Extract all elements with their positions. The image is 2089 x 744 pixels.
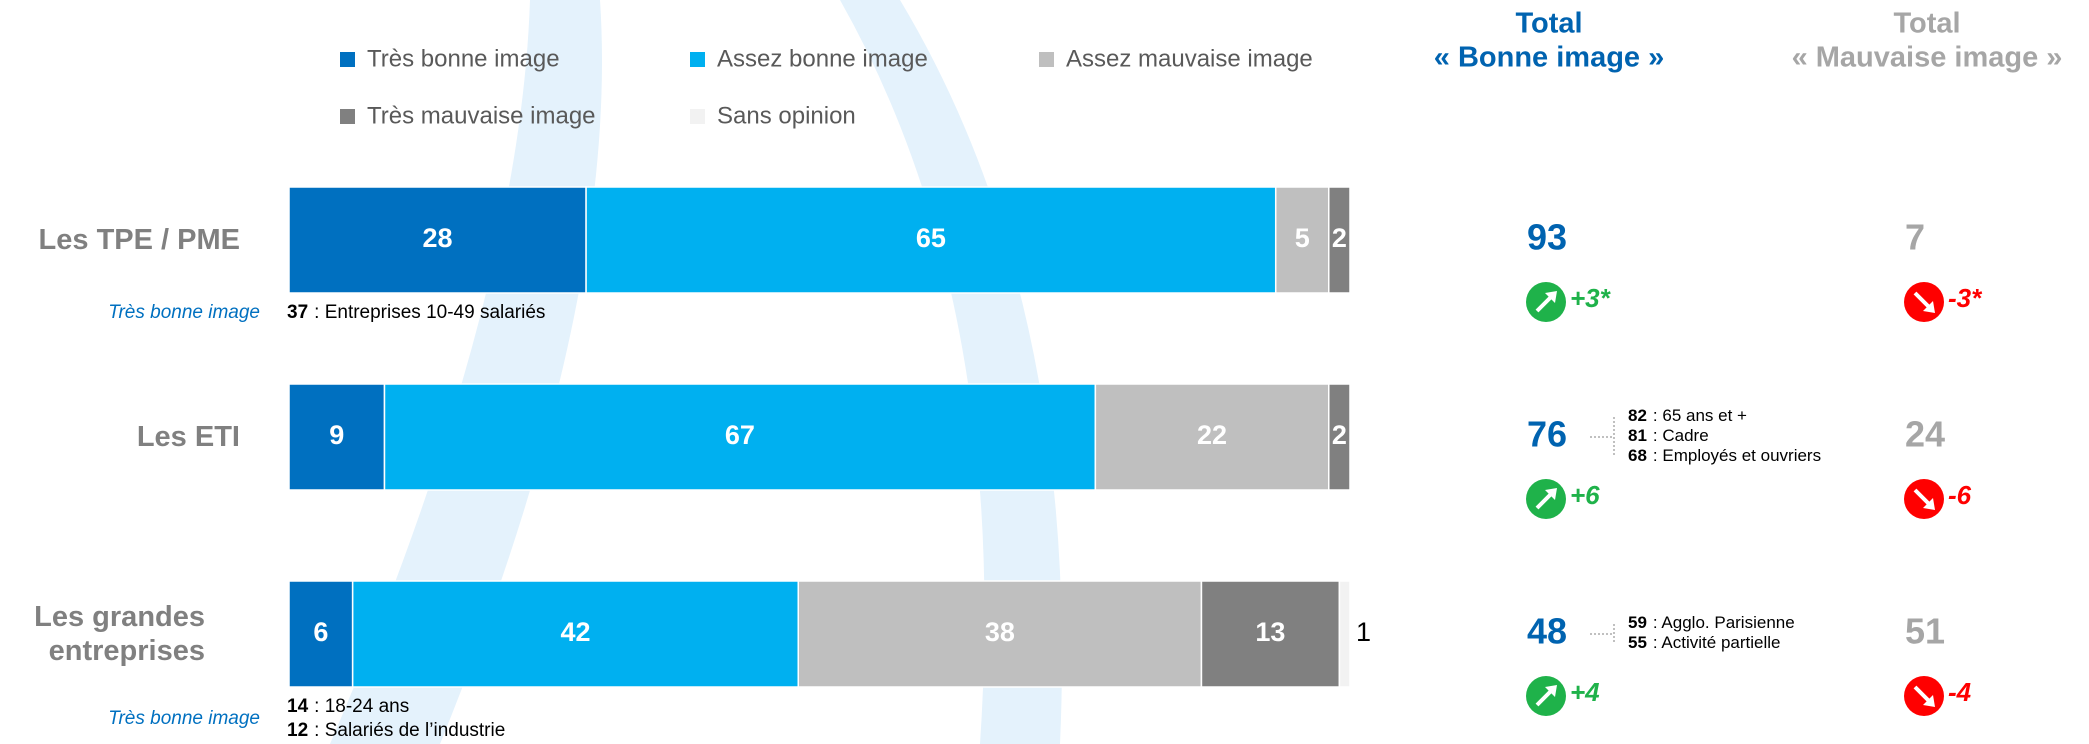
- category-label: Les TPE / PME: [38, 224, 240, 256]
- note-item: 12 : Salariés de l’industrie: [287, 720, 505, 741]
- bar-value-label: 2: [1332, 420, 1347, 450]
- legend-label: Assez mauvaise image: [1066, 45, 1313, 72]
- total-value: 51: [1905, 611, 1945, 652]
- legend-label: Très bonne image: [367, 45, 560, 72]
- total-note: 81 : Cadre: [1628, 426, 1709, 445]
- trend-arrowhead: [1545, 291, 1557, 303]
- legend-swatch: [690, 52, 705, 67]
- note-text: : Agglo. Parisienne: [1653, 613, 1795, 632]
- total-change: -6: [1948, 480, 1972, 510]
- bar-segment: [1338, 580, 1351, 688]
- total-change: +4: [1570, 677, 1600, 707]
- note-connector: [1590, 417, 1615, 457]
- note-connector: [1590, 624, 1615, 644]
- bar-segment: [288, 383, 386, 491]
- note-text: : Entreprises 10-49 salariés: [314, 302, 545, 323]
- bar-segment: [1094, 383, 1330, 491]
- note-text: : 65 ans et +: [1653, 406, 1747, 425]
- bar-segment: [1328, 186, 1351, 294]
- bar-value-label: 28: [423, 223, 453, 253]
- total-value: 76: [1527, 414, 1567, 455]
- legend-label: Assez bonne image: [717, 45, 928, 72]
- background-swoosh: [840, 0, 1062, 744]
- total-title: Total: [1515, 8, 1582, 40]
- note-text: : Cadre: [1653, 426, 1709, 445]
- note-item: 37 : Entreprises 10-49 salariés: [287, 302, 545, 323]
- note-text: : 18-24 ans: [314, 696, 409, 717]
- total-change: -4: [1948, 677, 1972, 707]
- trend-arrowhead: [1923, 695, 1935, 707]
- trend-arrowhead: [1545, 685, 1557, 697]
- legend-swatch: [340, 52, 355, 67]
- bar-value-label: 5: [1295, 223, 1310, 253]
- legend-swatch: [1039, 52, 1054, 67]
- total-change: +6: [1570, 480, 1600, 510]
- note-value: 37: [287, 302, 308, 323]
- trend-arrowhead: [1545, 488, 1557, 500]
- bar-value-label: 38: [985, 617, 1015, 647]
- total-value: 24: [1905, 414, 1945, 455]
- note-label: Très bonne image: [108, 708, 260, 729]
- note-text: : Activité partielle: [1653, 633, 1781, 652]
- legend-swatch: [690, 109, 705, 124]
- bar-value-label: 6: [313, 617, 328, 647]
- bar-value-label: 22: [1197, 420, 1227, 450]
- note-value: 59: [1628, 613, 1647, 632]
- total-change: +3*: [1570, 283, 1612, 313]
- total-note: 68 : Employés et ouvriers: [1628, 446, 1821, 465]
- total-subtitle: « Mauvaise image »: [1792, 42, 2063, 74]
- category-label: Les grandes entreprises: [34, 601, 205, 667]
- bar-segment: [351, 580, 800, 688]
- note-value: 68: [1628, 446, 1647, 465]
- bar-value-label: 42: [560, 617, 590, 647]
- bar-value-label: 13: [1255, 617, 1285, 647]
- bar-value-label: 67: [725, 420, 755, 450]
- total-note: 82 : 65 ans et +: [1628, 406, 1747, 425]
- note-value: 82: [1628, 406, 1647, 425]
- total-value: 48: [1527, 611, 1567, 652]
- note-item: 14: 18-24 ans: [287, 696, 409, 717]
- total-value: 7: [1905, 217, 1925, 258]
- note-value: 12: [287, 720, 308, 741]
- total-title: Total: [1893, 8, 1960, 40]
- legend-label: Sans opinion: [717, 102, 856, 129]
- bar-value-label: 65: [916, 223, 946, 253]
- bar-segment: [383, 383, 1097, 491]
- total-note: 59 : Agglo. Parisienne: [1628, 613, 1795, 632]
- bar-segment: [288, 186, 587, 294]
- note-text: : Employés et ouvriers: [1653, 446, 1821, 465]
- total-subtitle: « Bonne image »: [1434, 42, 1664, 74]
- note-value: 14: [287, 696, 309, 717]
- total-change: -3*: [1948, 283, 1983, 313]
- legend-label: Très mauvaise image: [367, 102, 596, 129]
- total-value: 93: [1527, 217, 1567, 258]
- bar-segment: [797, 580, 1203, 688]
- note-label: Très bonne image: [108, 302, 260, 323]
- category-label: Les ETI: [136, 421, 240, 453]
- trend-arrowhead: [1923, 301, 1935, 313]
- note-value: 55: [1628, 633, 1647, 652]
- bar-segment: [1274, 186, 1330, 294]
- bar-value-label: 9: [329, 420, 344, 450]
- trend-arrowhead: [1923, 498, 1935, 510]
- note-text: : Salariés de l’industrie: [314, 720, 505, 741]
- background-swoosh: [330, 0, 602, 744]
- bar-segment: [585, 186, 1277, 294]
- note-value: 81: [1628, 426, 1647, 445]
- bar-value-label: 2: [1332, 223, 1347, 253]
- total-note: 55 : Activité partielle: [1628, 633, 1780, 652]
- legend-swatch: [340, 109, 355, 124]
- bar-segment: [1328, 383, 1351, 491]
- bar-value-label: 1: [1356, 617, 1371, 647]
